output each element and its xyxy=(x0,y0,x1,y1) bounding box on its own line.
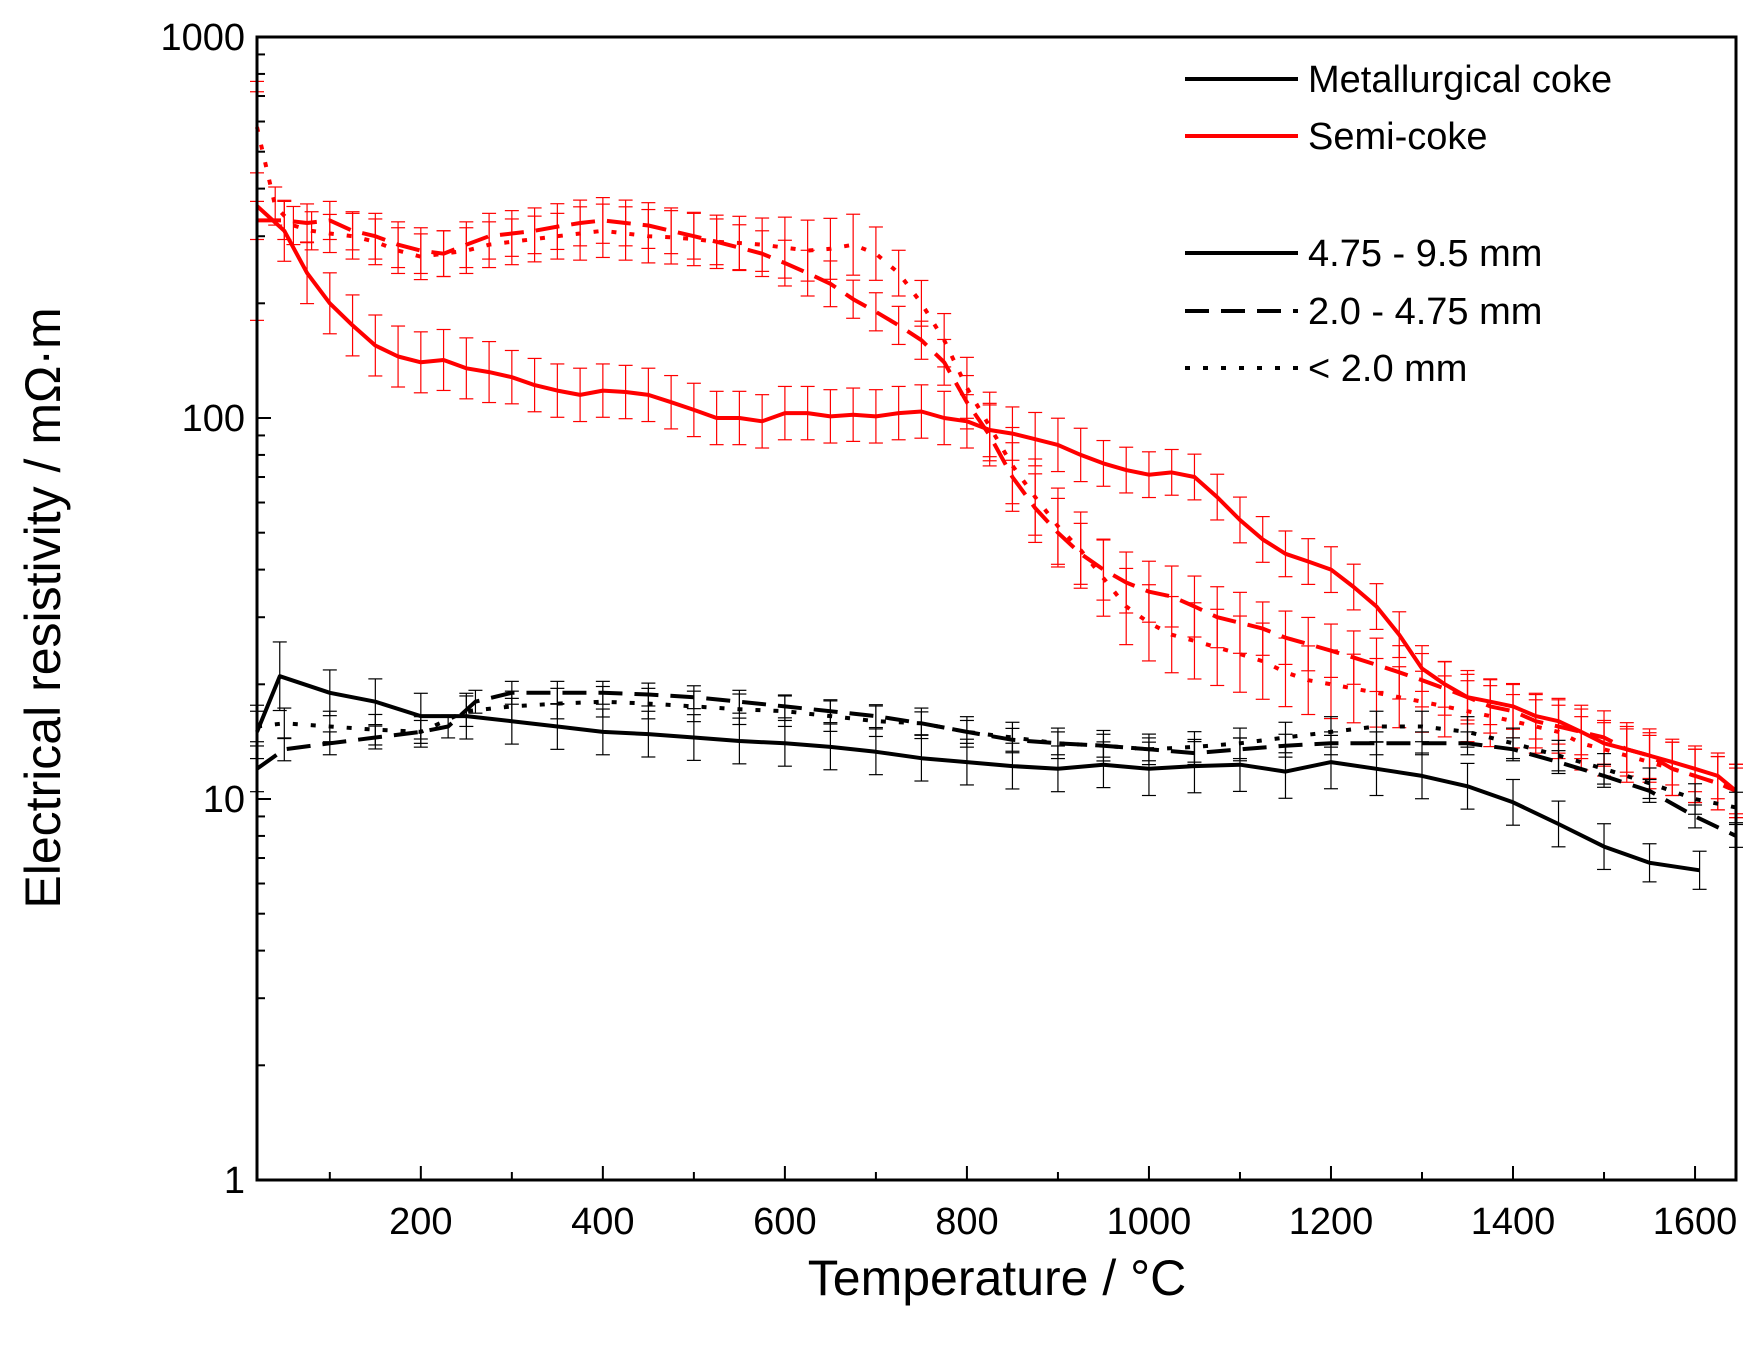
legend-label-metallurgical-coke: Metallurgical coke xyxy=(1308,59,1612,101)
x-tick-label: 200 xyxy=(389,1201,452,1243)
legend-label-semi-coke: Semi-coke xyxy=(1308,116,1488,158)
x-tick-label: 1600 xyxy=(1653,1201,1738,1243)
x-tick-label: 1200 xyxy=(1289,1201,1374,1243)
series-line-semi-coke-2-0-mm xyxy=(255,126,1737,793)
y-axis-title: Electrical resistivity / mΩ·m xyxy=(15,307,71,908)
y-tick-label: 1 xyxy=(224,1160,245,1202)
y-tick-label: 10 xyxy=(203,779,245,821)
plot-marks xyxy=(250,80,1743,890)
plot-frame xyxy=(255,35,1738,1182)
x-tick-label: 1400 xyxy=(1471,1201,1556,1243)
x-tick-label: 800 xyxy=(935,1201,998,1243)
y-tick-label: 1000 xyxy=(160,17,245,59)
x-tick-label: 600 xyxy=(753,1201,816,1243)
series-line-semi-coke-4-75-9-5-mm xyxy=(255,204,1738,793)
x-tick-label: 1000 xyxy=(1107,1201,1192,1243)
x-axis-title: Temperature / °C xyxy=(808,1250,1186,1306)
legend: Metallurgical coke Semi-coke 4.75 - 9.5 … xyxy=(1185,59,1612,390)
series-line-metallurgical-coke-4-75-9-5-mm xyxy=(255,674,1700,873)
axis-ticks: 200 400 600 800 1000 1200 1400 1600 1 10 100 1000 xyxy=(160,17,1737,1243)
legend-label-size-small: < 2.0 mm xyxy=(1308,348,1467,390)
legend-label-size-large: 4.75 - 9.5 mm xyxy=(1308,233,1542,275)
y-tick-label: 100 xyxy=(182,398,245,440)
series-line-metallurgical-coke-2-0-mm xyxy=(256,699,1737,810)
x-tick-label: 400 xyxy=(571,1201,634,1243)
series-line-semi-coke-2-0-4-75-mm xyxy=(257,218,1737,793)
legend-label-size-medium: 2.0 - 4.75 mm xyxy=(1308,291,1542,333)
